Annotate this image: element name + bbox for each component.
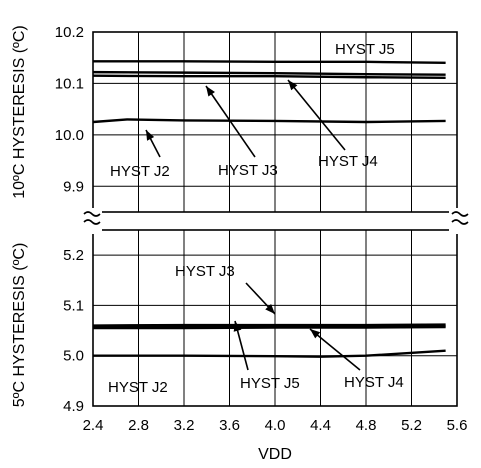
lower-y-tick-label: 4.9	[63, 398, 84, 415]
annotation-lower-hyst-j5: HYST J5	[240, 375, 300, 392]
axis-break-right-icon	[449, 208, 469, 234]
annotation-upper-hyst-j3: HYST J3	[218, 162, 278, 179]
upper-y-axis-title: 10ºC HYSTERESIS (ºC)	[11, 25, 28, 199]
grid-lines	[92, 31, 458, 407]
axis-break-left-icon	[83, 208, 102, 234]
x-tick-label: 4.4	[310, 417, 331, 434]
annotation-upper-hyst-j2: HYST J2	[110, 163, 170, 180]
x-tick-label: 4.8	[356, 417, 377, 434]
x-tick-label: 2.8	[128, 417, 149, 434]
series-lines	[92, 60, 446, 358]
x-tick-label: 3.6	[219, 417, 240, 434]
x-tick-label: 3.2	[174, 417, 195, 434]
lower-y-axis-title: 5ºC HYSTERESIS (ºC)	[11, 243, 28, 408]
x-axis-title: VDD	[258, 446, 292, 463]
arrow-upper-hyst-j4	[287, 79, 346, 151]
lower-y-tick-label: 5.0	[63, 348, 84, 365]
annotation-lower-hyst-j2: HYST J2	[108, 379, 168, 396]
upper-y-tick-label: 10.1	[55, 75, 84, 92]
lower-series-hyst-j2	[93, 349, 446, 358]
x-tick-label: 4.0	[265, 417, 286, 434]
arrow-lower-hyst-j3	[245, 282, 276, 315]
lower-series-hyst-j3	[92, 323, 446, 327]
upper-series-hyst-j4	[92, 70, 446, 76]
annotation-lower-hyst-j3: HYST J3	[175, 263, 235, 280]
upper-series-hyst-j3	[92, 74, 446, 79]
upper-series-hyst-j5	[93, 60, 446, 65]
upper-y-tick-label: 10.2	[55, 24, 84, 41]
arrow-lower-hyst-j4	[309, 328, 361, 371]
x-tick-label: 5.2	[401, 417, 422, 434]
lower-y-tick-label: 5.1	[63, 297, 84, 314]
upper-y-tick-label: 10.0	[55, 127, 84, 144]
upper-y-tick-label: 9.9	[63, 178, 84, 195]
annotation-upper-hyst-j4: HYST J4	[318, 153, 378, 170]
annotation-arrows	[145, 79, 361, 371]
arrow-lower-hyst-j5	[233, 320, 249, 371]
annotation-upper-hyst-j5: HYST J5	[335, 41, 395, 58]
lower-series-hyst-j4	[93, 325, 446, 330]
x-tick-label: 5.6	[447, 417, 468, 434]
arrow-upper-hyst-j3	[205, 85, 256, 158]
annotation-lower-hyst-j4: HYST J4	[344, 374, 404, 391]
x-tick-label: 2.4	[83, 417, 104, 434]
lower-y-tick-label: 5.2	[63, 247, 84, 264]
upper-series-hyst-j2	[92, 118, 446, 124]
arrow-upper-hyst-j2	[145, 129, 161, 158]
